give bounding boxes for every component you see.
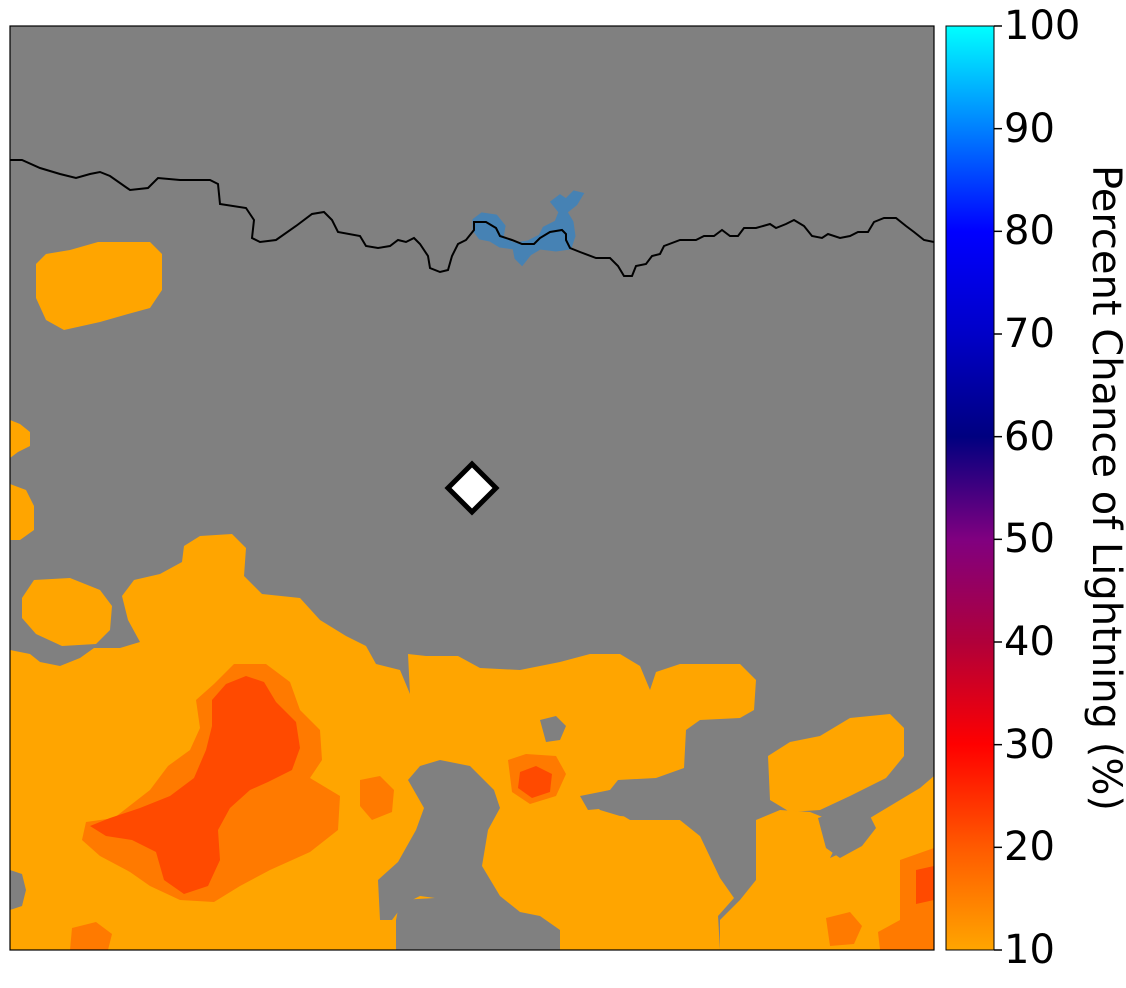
- map-frame-border: [9, 25, 935, 951]
- colorbar-tick-label: 10: [1004, 927, 1055, 973]
- forecast-region-west-edge-1: [10, 420, 30, 458]
- colorbar-tick-label: 50: [1004, 516, 1055, 563]
- forecast-region-high-east: [518, 766, 552, 798]
- colorbar-tick-label: 90: [1004, 105, 1055, 152]
- colorbar-tick-label: 60: [1004, 413, 1055, 460]
- boundary-line: [10, 159, 934, 277]
- gap-east-pocket: [586, 786, 740, 838]
- colorbar-tick-label: 100: [1004, 3, 1081, 49]
- gap-east-edge: [818, 808, 876, 858]
- forecast-region-southeast-2: [720, 776, 934, 950]
- colorbar-gradient: [945, 25, 995, 951]
- forecast-region-southeast-1: [768, 714, 904, 812]
- no-forecast-gaps: [10, 716, 876, 950]
- forecast-region-northwest: [36, 242, 162, 330]
- gap-lake-west: [10, 870, 26, 910]
- forecast-layer-high: [90, 676, 934, 904]
- colorbar-tick-label: 80: [1004, 208, 1055, 255]
- colorbar-tick-label: 20: [1004, 824, 1055, 871]
- location-marker-diamond[interactable]: [444, 460, 500, 516]
- forecast-region-west-small: [22, 578, 112, 646]
- gap-south-pocket: [396, 896, 488, 950]
- gap-south-center: [378, 760, 560, 950]
- colorbar-tick-label: 70: [1004, 311, 1055, 357]
- map-area: [10, 26, 934, 950]
- colorbar-ticks: [994, 25, 1002, 951]
- forecast-region-west-edge-2: [10, 484, 34, 540]
- colorbar-tick-label: 40: [1004, 619, 1055, 665]
- forecast-region-moderate-se-small: [826, 912, 862, 946]
- forecast-region-high-southeast: [916, 866, 934, 904]
- gap-small-notch: [540, 716, 566, 742]
- forecast-region-high-core: [90, 676, 300, 894]
- forecast-region-moderate-south: [70, 922, 112, 950]
- forecast-region-moderate-east-2: [360, 776, 394, 820]
- colorbar: [945, 25, 1002, 951]
- lake-water-body: [472, 190, 585, 267]
- colorbar-title: Percent Chance of Lightning (%): [1083, 165, 1126, 811]
- colorbar-tick-label: 30: [1004, 721, 1055, 768]
